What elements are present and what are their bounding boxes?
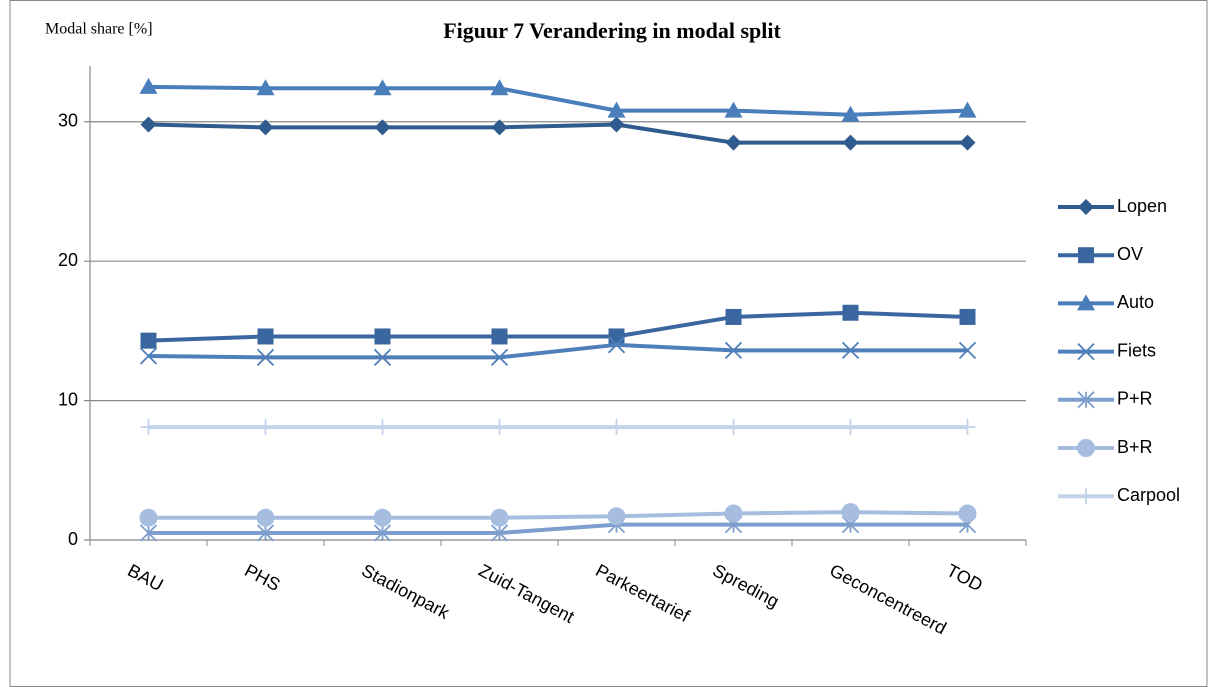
data-point [256, 348, 275, 367]
series-line [148, 342, 968, 360]
data-point [958, 504, 977, 523]
series-line [148, 510, 968, 520]
series-line [148, 84, 968, 117]
legend-marker [1078, 247, 1094, 264]
data-point [841, 503, 860, 522]
y-tick-label: 10 [58, 389, 78, 409]
data-point [491, 328, 508, 345]
data-point [373, 524, 392, 542]
x-tick-label: BAU [124, 560, 166, 595]
x-tick-label: Spreding [709, 560, 782, 611]
legend-marker [1078, 488, 1094, 505]
data-point [139, 77, 158, 94]
data-point [139, 524, 158, 542]
legend-marker [1077, 439, 1095, 457]
y-tick-label: 30 [58, 111, 78, 131]
legend-label: Lopen [1117, 196, 1167, 216]
legend-label: Fiets [1117, 340, 1156, 360]
data-point [373, 79, 392, 96]
data-point [374, 119, 391, 136]
data-point [959, 308, 976, 325]
data-point [958, 341, 977, 360]
data-point [842, 304, 859, 321]
data-point [139, 347, 158, 365]
data-point [959, 419, 976, 436]
data-point [725, 419, 742, 436]
series-line [148, 522, 968, 536]
data-point [140, 332, 157, 349]
data-point [490, 79, 509, 96]
data-point [841, 105, 860, 122]
data-point [842, 419, 859, 436]
data-point [958, 101, 977, 118]
legend-marker [1077, 294, 1095, 311]
data-point [257, 328, 274, 345]
data-point [724, 101, 743, 118]
data-point [374, 328, 391, 345]
data-point [491, 419, 508, 436]
data-point [607, 336, 626, 354]
data-point [139, 508, 158, 527]
data-point [140, 116, 157, 133]
data-point [724, 341, 743, 360]
data-point [256, 524, 275, 542]
data-point [608, 116, 625, 133]
legend-label: Auto [1117, 292, 1154, 312]
legend-label: P+R [1117, 389, 1153, 409]
series-line [148, 122, 968, 145]
data-point [841, 341, 860, 360]
data-point [724, 504, 743, 523]
data-point [373, 508, 392, 527]
data-point [373, 348, 392, 367]
legend-marker [1077, 342, 1095, 361]
x-tick-label: PHS [241, 560, 283, 595]
data-point [959, 134, 976, 151]
x-tick-label: Parkeertarief [592, 560, 693, 627]
data-point [257, 419, 274, 436]
data-point [725, 308, 742, 325]
legend-marker [1077, 391, 1095, 409]
data-point [607, 507, 626, 526]
data-point [491, 119, 508, 136]
chart-title: Figuur 7 Verandering in modal split [443, 18, 781, 43]
series-line [148, 310, 968, 343]
y-tick-label: 20 [58, 250, 78, 270]
data-point [256, 508, 275, 527]
y-tick-label: 0 [68, 529, 78, 549]
legend-marker [1078, 199, 1094, 215]
legend-label: B+R [1117, 437, 1153, 457]
data-point [607, 101, 626, 118]
data-point [608, 328, 625, 345]
data-point [490, 524, 509, 542]
x-tick-label: Zuid-Tangent [475, 560, 577, 627]
x-tick-label: TOD [943, 560, 986, 595]
data-point [842, 134, 859, 151]
legend-label: Carpool [1117, 485, 1180, 505]
legend-label: OV [1117, 244, 1143, 264]
x-tick-label: Geconcentreerd [826, 560, 949, 638]
data-point [140, 419, 157, 436]
data-point [256, 79, 275, 96]
data-point [374, 419, 391, 436]
data-point [608, 419, 625, 436]
y-axis-label: Modal share [%] [45, 21, 153, 38]
data-point [490, 508, 509, 527]
data-point [257, 119, 274, 136]
data-point [725, 134, 742, 151]
data-point [490, 348, 509, 367]
x-tick-label: Stadionpark [358, 560, 453, 623]
